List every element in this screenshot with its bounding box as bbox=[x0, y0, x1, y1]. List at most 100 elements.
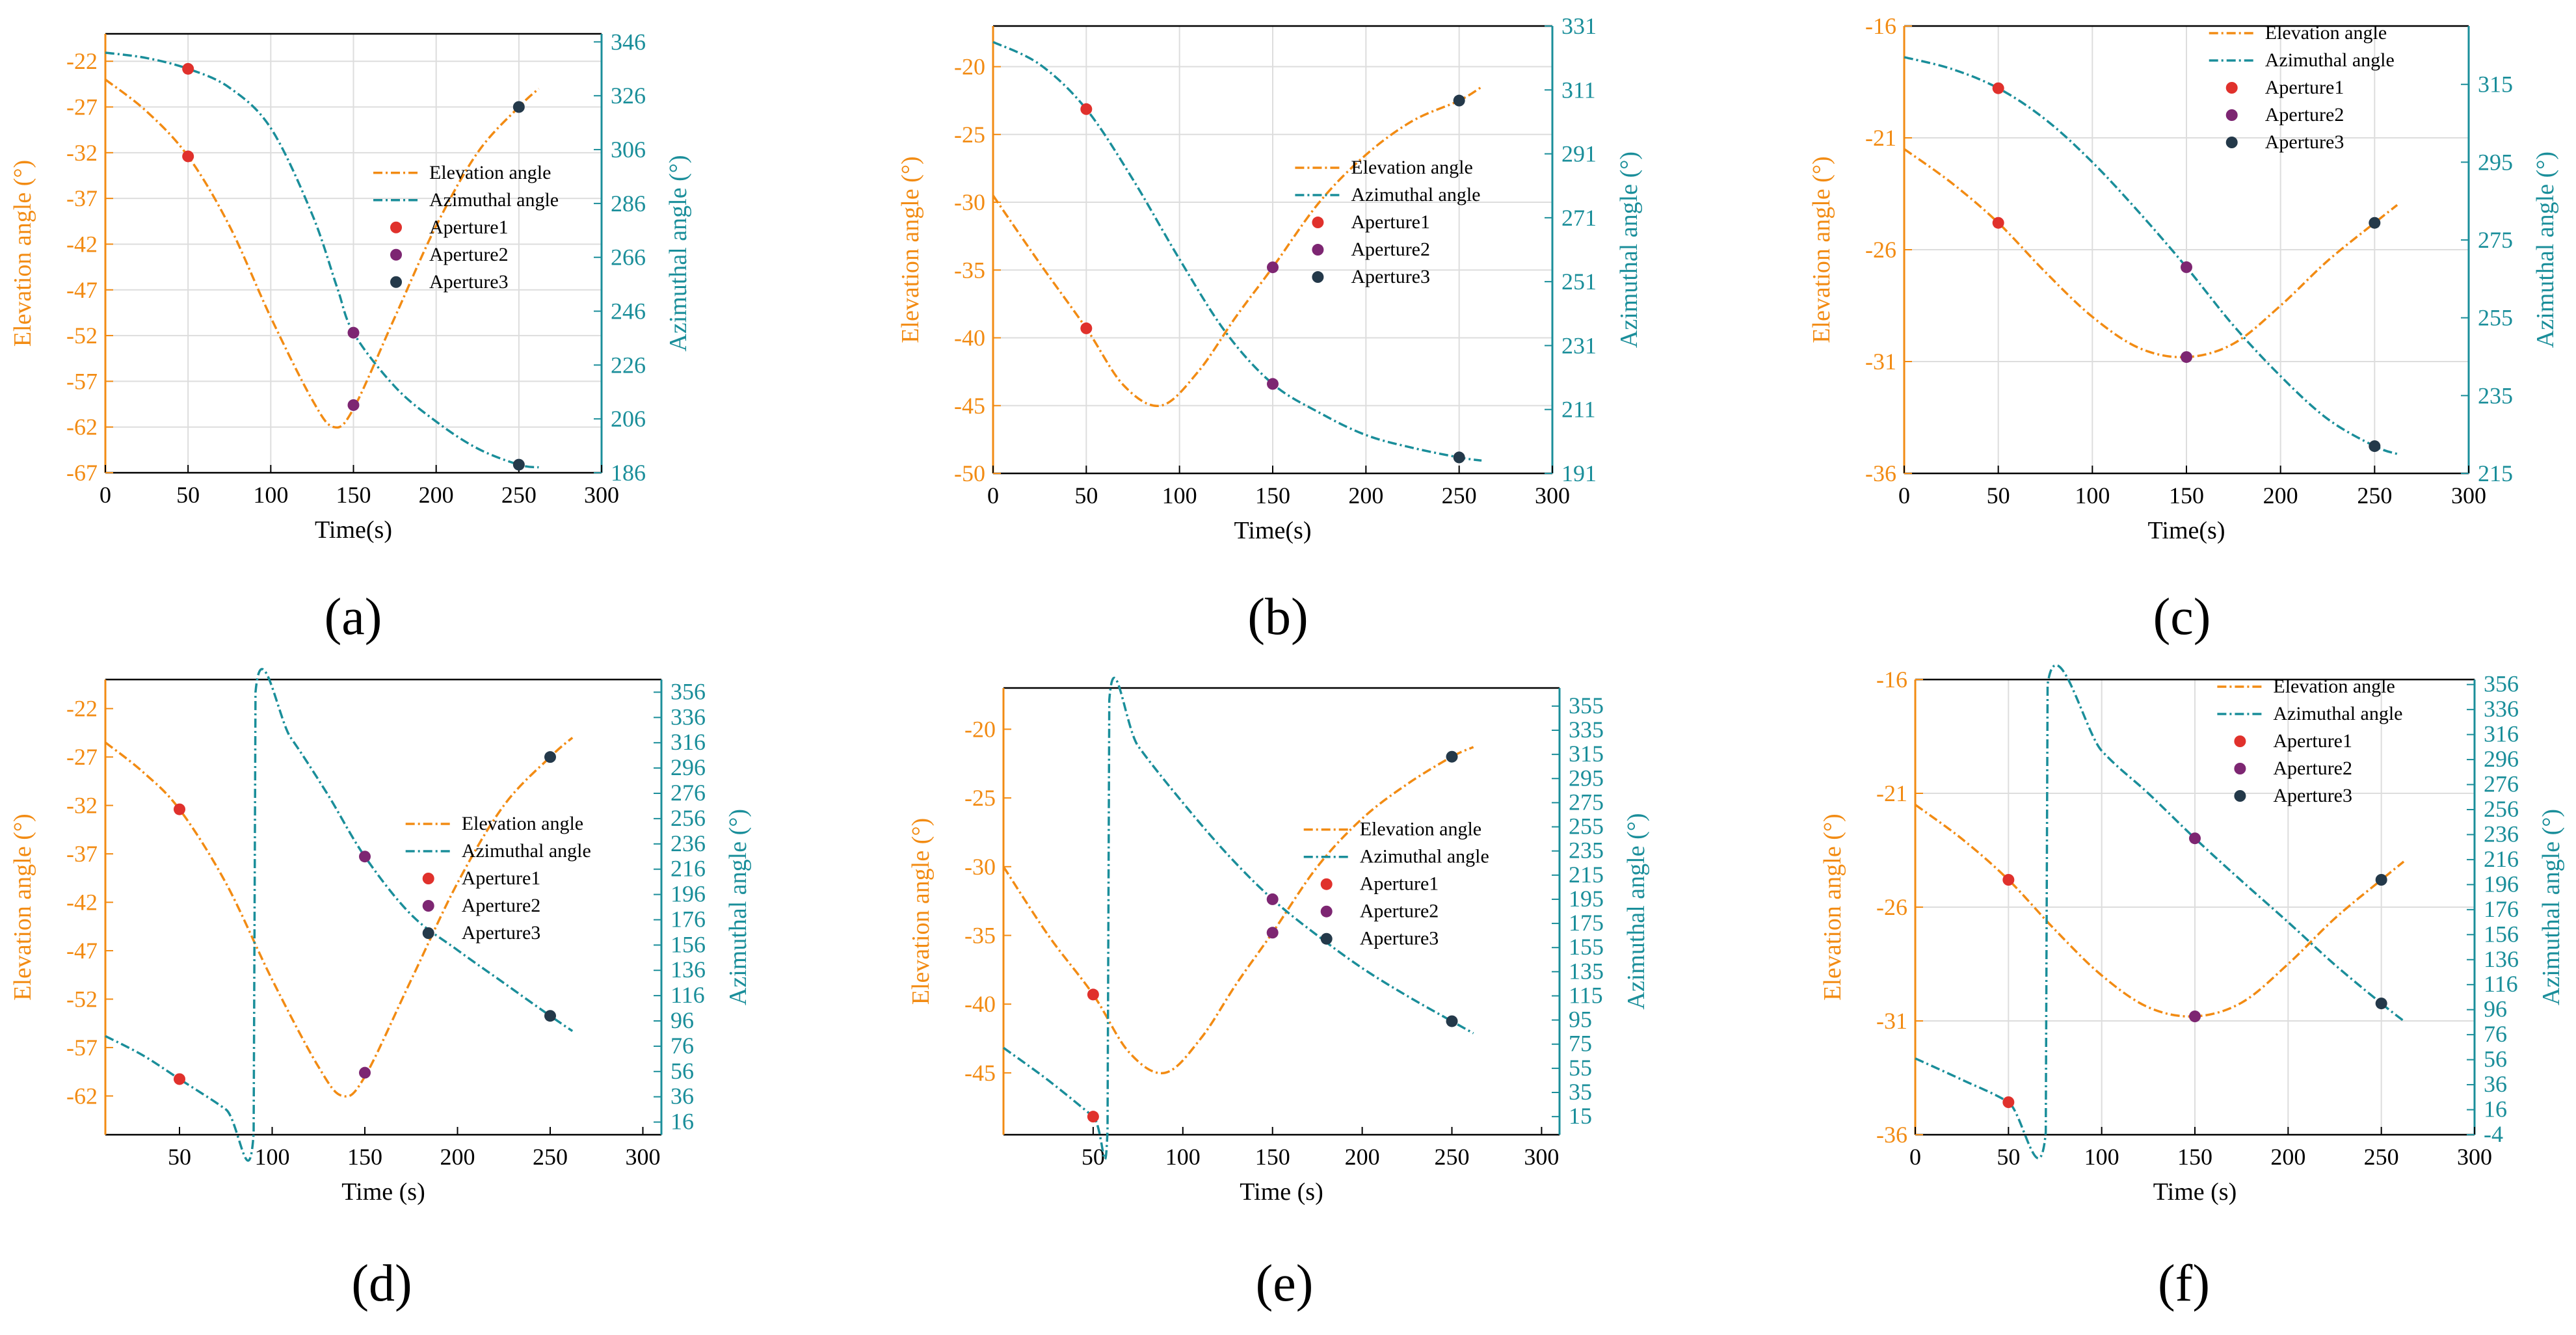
right-tick-label: 136 bbox=[2484, 946, 2519, 972]
left-y-axis-title: Elevation angle (°) bbox=[9, 160, 36, 347]
legend: Elevation angle Azimuthal angle Aperture1 A… bbox=[2217, 676, 2403, 806]
right-tick-label: 286 bbox=[611, 191, 646, 217]
right-tick-label: 155 bbox=[1569, 934, 1604, 960]
right-tick-label: 216 bbox=[671, 856, 706, 882]
right-tick-label: 136 bbox=[671, 957, 706, 983]
right-tick-label: 275 bbox=[1569, 789, 1604, 815]
aperture2-elevation-point bbox=[2181, 351, 2192, 363]
legend-entry: Azimuthal angle bbox=[2265, 49, 2395, 71]
x-tick-label: 0 bbox=[100, 482, 111, 508]
right-tick-label: 55 bbox=[1569, 1055, 1592, 1081]
legend-aperture2-swatch bbox=[1320, 905, 1333, 918]
right-tick-label: 276 bbox=[671, 780, 706, 806]
x-tick-label: 100 bbox=[253, 482, 288, 508]
right-tick-label: 331 bbox=[1561, 13, 1597, 39]
legend-entry: Elevation angle bbox=[1360, 819, 1481, 840]
left-tick-label: -25 bbox=[964, 785, 996, 811]
left-tick-label: -52 bbox=[66, 323, 98, 349]
right-tick-label: 246 bbox=[611, 298, 646, 324]
aperture2-elevation-point bbox=[2189, 1011, 2201, 1022]
right-tick-label: 215 bbox=[2478, 460, 2513, 486]
right-tick-label: 356 bbox=[2484, 671, 2519, 697]
left-y-axis-title: Elevation angle (°) bbox=[897, 156, 924, 343]
right-tick-label: 315 bbox=[1569, 741, 1604, 767]
azimuthal-angle-line bbox=[1002, 676, 1474, 1161]
legend-aperture2-swatch bbox=[2225, 109, 2238, 121]
right-tick-label: 306 bbox=[611, 137, 646, 163]
aperture1-elevation-point bbox=[1080, 322, 1093, 334]
right-tick-label: 291 bbox=[1561, 141, 1597, 167]
right-tick-label: 255 bbox=[1569, 813, 1604, 839]
right-tick-label: 215 bbox=[1569, 862, 1604, 888]
legend-entry: Aperture2 bbox=[1360, 901, 1439, 922]
aperture2-azimuth-point bbox=[359, 851, 371, 863]
x-tick-label: 100 bbox=[2075, 482, 2110, 509]
right-tick-label: 251 bbox=[1561, 269, 1597, 295]
right-tick-label: 16 bbox=[2484, 1096, 2507, 1122]
left-tick-label: -31 bbox=[1865, 349, 1896, 375]
right-tick-label: 75 bbox=[1569, 1031, 1592, 1057]
elevation-angle-line bbox=[1914, 804, 2405, 1018]
x-tick-label: 0 bbox=[987, 482, 999, 509]
right-tick-label: 76 bbox=[671, 1033, 694, 1059]
legend-entry: Aperture1 bbox=[2265, 77, 2344, 98]
legend-aperture2-swatch bbox=[2234, 763, 2246, 774]
left-y-axis-title: Elevation angle (°) bbox=[9, 813, 36, 1000]
right-tick-label: 336 bbox=[671, 704, 706, 730]
left-tick-label: -36 bbox=[1865, 460, 1896, 486]
aperture3-elevation-point bbox=[1453, 94, 1465, 107]
x-tick-label: 100 bbox=[2084, 1144, 2119, 1170]
x-tick-label: 150 bbox=[2169, 482, 2204, 509]
legend-entry: Aperture2 bbox=[2273, 758, 2352, 779]
left-tick-label: -30 bbox=[964, 854, 996, 880]
left-tick-label: -45 bbox=[954, 393, 985, 419]
legend-entry: Azimuthal angle bbox=[462, 840, 591, 862]
x-tick-label: 100 bbox=[1165, 1144, 1201, 1170]
right-tick-label: 191 bbox=[1561, 460, 1597, 486]
left-tick-label: -40 bbox=[964, 991, 996, 1017]
right-tick-label: 116 bbox=[2484, 971, 2518, 997]
elevation-angle-line bbox=[104, 737, 574, 1098]
legend-aperture3-swatch bbox=[422, 927, 434, 939]
x-tick-label: 0 bbox=[1909, 1144, 1921, 1170]
left-tick-label: -26 bbox=[1876, 894, 1907, 920]
legend-entry: Aperture1 bbox=[1351, 211, 1430, 233]
left-tick-label: -37 bbox=[66, 185, 98, 211]
left-tick-label: -40 bbox=[954, 325, 985, 351]
aperture1-azimuth-point bbox=[1087, 1111, 1099, 1123]
aperture2-azimuth-point bbox=[1266, 893, 1279, 905]
x-axis-title: Time (s) bbox=[2153, 1178, 2237, 1206]
x-tick-label: 200 bbox=[1345, 1144, 1380, 1170]
x-tick-label: 300 bbox=[1535, 482, 1570, 509]
legend-aperture1-swatch bbox=[1320, 878, 1333, 890]
azimuthal-angle-line bbox=[1904, 56, 2398, 455]
aperture3-elevation-point bbox=[2375, 874, 2387, 886]
left-tick-label: -20 bbox=[954, 54, 985, 80]
left-tick-label: -25 bbox=[954, 122, 985, 148]
left-tick-label: -35 bbox=[954, 257, 985, 283]
right-tick-label: 256 bbox=[671, 805, 706, 831]
left-tick-label: -22 bbox=[66, 48, 98, 74]
x-tick-label: 150 bbox=[1255, 1144, 1290, 1170]
aperture2-elevation-point bbox=[347, 399, 360, 411]
right-tick-label: 276 bbox=[2484, 771, 2519, 797]
aperture1-elevation-point bbox=[174, 803, 185, 815]
legend-aperture1-swatch bbox=[2225, 82, 2238, 94]
legend: Elevation angle Azimuthal angle Aperture1 A… bbox=[373, 162, 559, 293]
right-tick-label: 271 bbox=[1561, 205, 1597, 231]
legend-entry: Azimuthal angle bbox=[2273, 703, 2402, 724]
x-tick-label: 300 bbox=[2457, 1144, 2492, 1170]
x-tick-label: 200 bbox=[2270, 1144, 2305, 1170]
right-tick-label: 95 bbox=[1569, 1007, 1592, 1033]
legend-aperture1-swatch bbox=[1312, 217, 1324, 229]
aperture1-elevation-point bbox=[1087, 988, 1099, 1001]
x-tick-label: 150 bbox=[1255, 482, 1290, 509]
right-tick-label: 275 bbox=[2478, 227, 2513, 253]
legend-aperture3-swatch bbox=[1312, 271, 1324, 284]
legend-entry: Aperture1 bbox=[2273, 730, 2352, 752]
right-tick-label: 176 bbox=[2484, 896, 2519, 922]
x-axis-title: Time(s) bbox=[2148, 517, 2225, 544]
left-tick-label: -27 bbox=[66, 94, 98, 120]
legend-entry: Aperture2 bbox=[1351, 239, 1430, 260]
aperture3-azimuth-point bbox=[544, 1010, 556, 1022]
